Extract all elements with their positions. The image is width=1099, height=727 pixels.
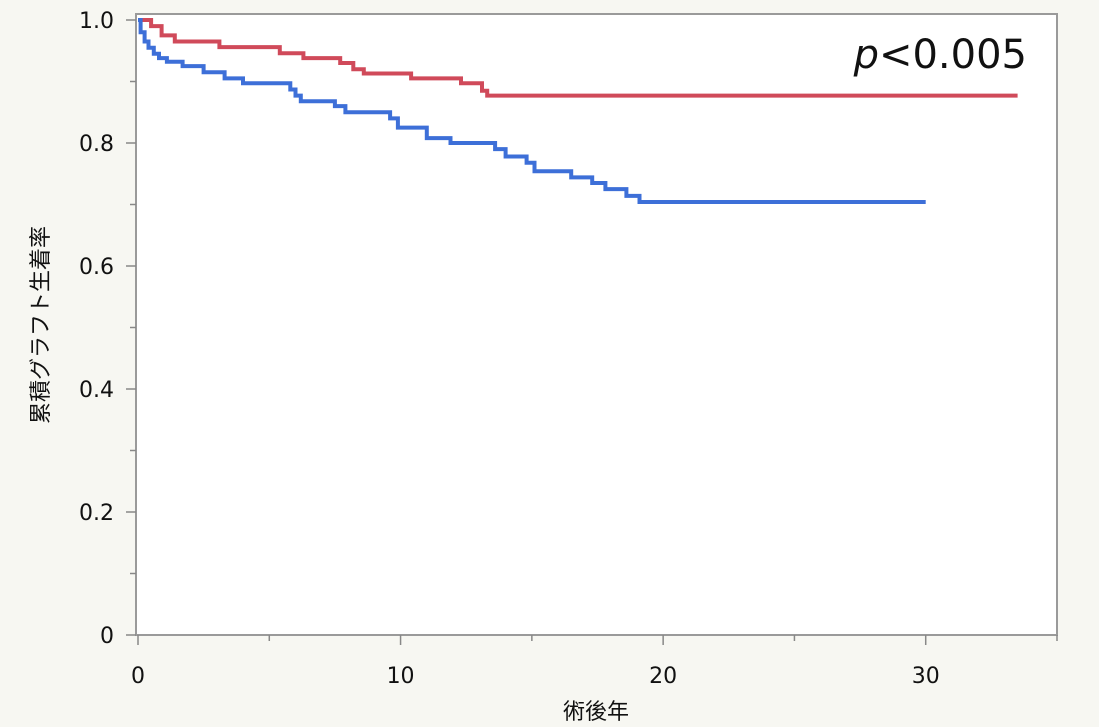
y-tick-label: 0 (100, 624, 114, 649)
y-tick-label: 0.4 (79, 378, 114, 403)
series-layer (138, 18, 1018, 204)
plot-area (135, 13, 1058, 636)
annotation-p: p (853, 32, 879, 78)
series-line-2 (138, 18, 926, 204)
x-tick-label: 0 (131, 664, 145, 689)
x-axis-title: 術後年 (563, 700, 629, 725)
y-tick-label: 0.8 (79, 132, 114, 157)
series-line-1 (138, 18, 1018, 98)
annotation-value: <0.005 (879, 32, 1027, 78)
y-tick-label: 0.2 (79, 501, 114, 526)
annotation-pvalue: p<0.005 (853, 32, 1027, 78)
y-tick-label: 1.0 (79, 9, 114, 34)
y-axis-title: 累積グラフト生着率 (29, 226, 54, 424)
x-tick-label: 20 (649, 664, 677, 689)
axis-ticks: 0 0.2 0.4 0.6 0.8 1.0 0 10 20 30 (79, 9, 1058, 689)
x-tick-label: 30 (912, 664, 940, 689)
x-tick-label: 10 (387, 664, 415, 689)
y-tick-label: 0.6 (79, 255, 114, 280)
